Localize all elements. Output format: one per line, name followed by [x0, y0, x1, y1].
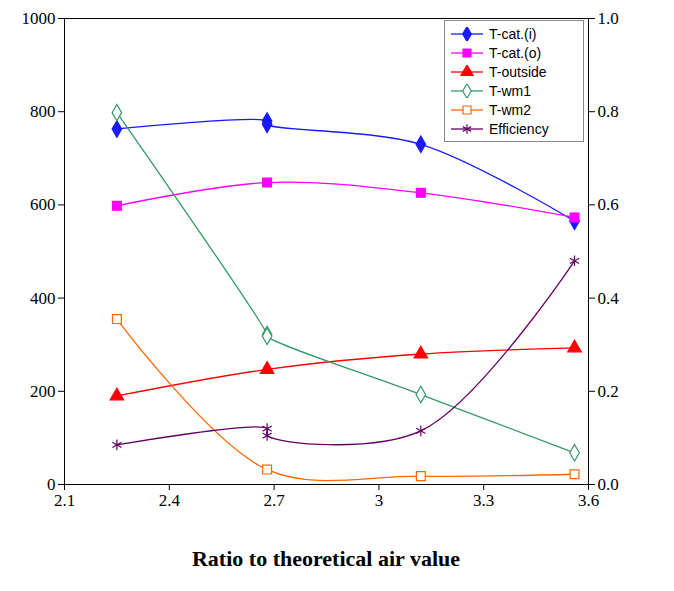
html-text:Ratio to theoretical air value: Ratio to theoretical air value: [192, 546, 460, 571]
svg-text:0.0: 0.0: [598, 475, 619, 494]
html-text:Efficiency: Efficiency: [489, 120, 549, 137]
svg-text:400: 400: [30, 289, 56, 308]
svg-text:0.6: 0.6: [598, 195, 619, 214]
svg-text:2.1: 2.1: [54, 491, 75, 510]
html-text:T-cat.(i): T-cat.(i): [489, 25, 537, 42]
svg-text:800: 800: [30, 102, 56, 121]
svg-text:2.4: 2.4: [159, 491, 181, 510]
svg-text:2.7: 2.7: [263, 491, 285, 510]
html-text:T-wm1: T-wm1: [489, 82, 531, 99]
html-text:T-wm2: T-wm2: [489, 101, 531, 118]
svg-text:0.4: 0.4: [598, 289, 620, 308]
svg-text:3.6: 3.6: [578, 491, 599, 510]
html-text:T-outside: T-outside: [489, 63, 547, 80]
html-text:T-cat.(o): T-cat.(o): [489, 44, 542, 61]
svg-text:0: 0: [47, 475, 56, 494]
svg-text:600: 600: [30, 195, 56, 214]
svg-text:3: 3: [375, 491, 384, 510]
svg-text:200: 200: [30, 382, 56, 401]
svg-text:1000: 1000: [22, 9, 56, 28]
svg-text:0.8: 0.8: [598, 102, 619, 121]
svg-text:0.2: 0.2: [598, 382, 619, 401]
svg-text:1.0: 1.0: [598, 9, 619, 28]
svg-text:3.3: 3.3: [473, 491, 494, 510]
